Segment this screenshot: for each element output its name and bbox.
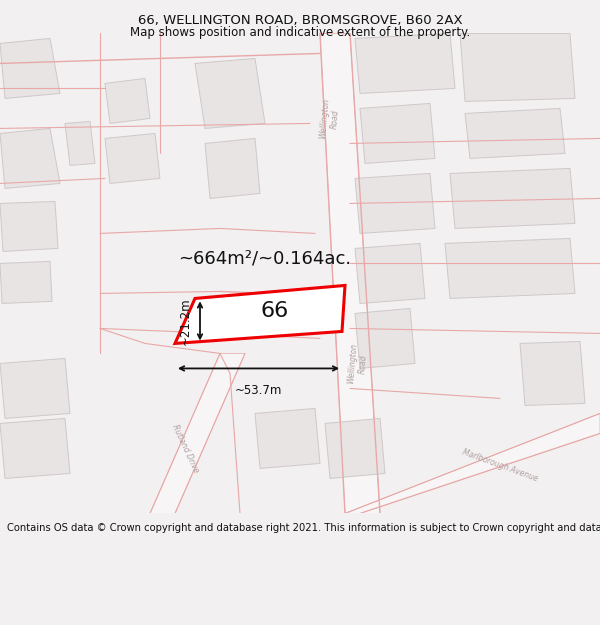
Text: ~664m²/~0.164ac.: ~664m²/~0.164ac. <box>178 249 352 268</box>
Polygon shape <box>255 409 320 469</box>
Text: Wellington
Road: Wellington Road <box>347 342 370 384</box>
Polygon shape <box>345 414 600 514</box>
Polygon shape <box>65 121 95 166</box>
Polygon shape <box>450 168 575 228</box>
Text: Wellington
Road: Wellington Road <box>319 98 341 139</box>
Polygon shape <box>0 39 60 98</box>
Polygon shape <box>445 238 575 298</box>
Polygon shape <box>465 109 565 158</box>
Polygon shape <box>460 33 575 101</box>
Polygon shape <box>0 419 70 479</box>
Polygon shape <box>150 354 245 514</box>
Polygon shape <box>355 243 425 303</box>
Text: Contains OS data © Crown copyright and database right 2021. This information is : Contains OS data © Crown copyright and d… <box>7 523 600 533</box>
Polygon shape <box>0 261 52 303</box>
Polygon shape <box>195 58 265 129</box>
Polygon shape <box>520 341 585 406</box>
Polygon shape <box>360 103 435 163</box>
Polygon shape <box>355 308 415 368</box>
Text: Map shows position and indicative extent of the property.: Map shows position and indicative extent… <box>130 26 470 39</box>
Text: ~53.7m: ~53.7m <box>235 384 282 398</box>
Polygon shape <box>0 129 60 189</box>
Polygon shape <box>175 286 345 344</box>
Polygon shape <box>205 138 260 199</box>
Polygon shape <box>0 358 70 419</box>
Text: Marlborough Avenue: Marlborough Avenue <box>461 448 539 483</box>
Polygon shape <box>0 201 58 251</box>
Text: 66, WELLINGTON ROAD, BROMSGROVE, B60 2AX: 66, WELLINGTON ROAD, BROMSGROVE, B60 2AX <box>137 14 463 27</box>
Polygon shape <box>355 173 435 233</box>
Polygon shape <box>320 33 380 514</box>
Polygon shape <box>325 419 385 479</box>
Text: 66: 66 <box>261 301 289 321</box>
Polygon shape <box>105 78 150 124</box>
Polygon shape <box>105 133 160 184</box>
Text: Rutland Drive: Rutland Drive <box>170 422 200 474</box>
Text: ~21.2m: ~21.2m <box>179 297 192 345</box>
Polygon shape <box>355 33 455 93</box>
